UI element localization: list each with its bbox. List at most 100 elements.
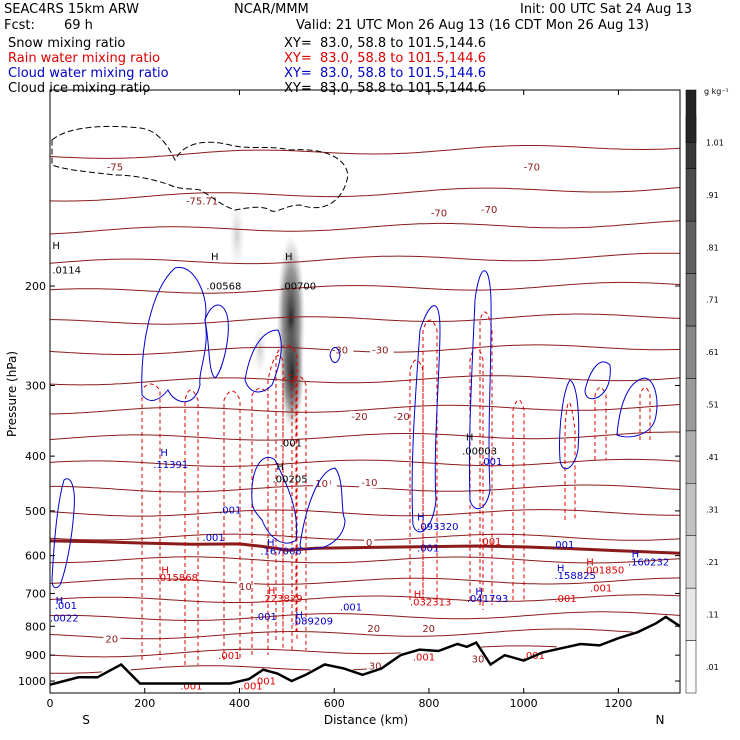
temperature-label: -70	[431, 208, 447, 219]
temperature-contour-line	[50, 313, 680, 325]
forecast-label: Fcst:	[4, 18, 35, 33]
colorbar-label: .91	[706, 191, 719, 200]
value-label: .223829	[261, 594, 302, 605]
field-xy-cloud-ice: XY= 83.0, 58.8 to 101.5,144.6	[284, 81, 487, 96]
snow-shading-wisp	[229, 200, 245, 270]
rain-contour	[594, 387, 607, 460]
temperature-label-bg	[370, 344, 394, 356]
temperature-contour-line	[50, 220, 680, 235]
cloud-contour	[616, 377, 658, 438]
value-label: .001	[590, 584, 612, 595]
value-label: .015868	[157, 573, 198, 584]
rain-contour	[267, 355, 284, 650]
temperature-contour-line	[50, 187, 680, 202]
temperature-label-bg	[329, 344, 354, 356]
temperature-contour-line	[50, 628, 633, 640]
value-label: .001	[219, 505, 241, 516]
plot-frame	[49, 89, 681, 694]
x-tick-label: 1000	[510, 697, 538, 710]
colorbar-swatch	[685, 220, 697, 274]
value-label: .001	[413, 653, 435, 664]
temperature-label: -10	[361, 478, 377, 489]
rain-contour	[409, 359, 424, 600]
field-xy-rain: XY= 83.0, 58.8 to 101.5,144.6	[284, 51, 487, 66]
temperature-label: 10	[315, 479, 328, 490]
terrain-profile	[50, 615, 680, 686]
field-name-cloud-ice: Cloud ice mixing ratio	[8, 81, 151, 96]
y-tick-label: 1000	[18, 675, 46, 688]
cloud-ice-contours	[51, 90, 629, 212]
colorbar-label: .61	[706, 348, 719, 357]
y-tick-label: 600	[25, 550, 46, 563]
temperature-contour-line	[50, 458, 680, 467]
maximum-marker: H	[417, 513, 425, 524]
field-xy-snow: XY= 83.0, 58.8 to 101.5,144.6	[284, 36, 487, 51]
x-tick-label: 0	[47, 697, 54, 710]
maximum-marker: H	[276, 462, 284, 473]
left-endpoint-label: S	[82, 713, 90, 727]
temperature-label-bg	[479, 204, 503, 216]
temperature-label: 30	[369, 661, 382, 672]
value-label: .001	[203, 533, 225, 544]
rain-contour	[422, 319, 438, 600]
temperature-label-bg	[103, 633, 121, 645]
cloud-contour	[251, 457, 298, 544]
cloud-contour	[411, 305, 441, 533]
snow-shading-wisp-2	[253, 325, 267, 375]
temperature-label: 30	[472, 654, 485, 665]
colorbar-label: .01	[706, 663, 719, 672]
y-tick-label: 800	[25, 620, 46, 633]
rain-contour	[223, 390, 241, 660]
value-label: .001	[554, 594, 576, 605]
maximum-marker: H	[211, 252, 219, 263]
value-label: .001	[218, 651, 240, 662]
cloud-contour	[329, 347, 341, 363]
x-axis: 0 200 400 600 800 1000 1200	[47, 90, 632, 710]
temperature-label-bg	[349, 411, 373, 423]
ice-contour	[51, 125, 349, 212]
y-tick-label: 500	[25, 505, 46, 518]
temperature-label: -75.71	[186, 197, 218, 208]
value-label: .041793	[467, 594, 508, 605]
forecast-hours: 69 h	[64, 18, 93, 33]
edge-contour-label: -75	[107, 163, 123, 174]
y-tick-label: 300	[25, 380, 46, 393]
colorbar-label: 1.01	[706, 138, 724, 147]
colorbar-swatch	[685, 640, 697, 694]
value-label: .00568	[206, 282, 241, 293]
temperature-label: 10	[239, 582, 252, 593]
maximum-marker: H	[56, 596, 64, 607]
temperature-label-bg	[363, 537, 375, 549]
temperature-contour-line	[50, 375, 680, 386]
temperature-contours: -75.71-70-70-30-30-20-20-10-100101020202…	[50, 145, 680, 674]
value-label: .001	[417, 544, 439, 555]
temperature-label: 20	[105, 635, 118, 646]
rain-contour	[282, 374, 297, 632]
maximum-marker: H	[285, 252, 293, 263]
rain-water-contours	[141, 311, 651, 665]
value-label: .001	[280, 439, 302, 450]
maximum-marker: H	[52, 241, 60, 252]
maximum-marker: H	[268, 586, 276, 597]
field-name-snow: Snow mixing ratio	[8, 36, 126, 51]
value-label: .0114	[52, 265, 81, 276]
plot-area: -75.71-70-70-30-30-20-20-10-100101020202…	[50, 90, 680, 692]
colorbar-label: .51	[706, 401, 719, 410]
rain-contour	[291, 375, 307, 650]
colorbar-swatch	[685, 325, 697, 379]
cloud-contour	[468, 270, 492, 510]
value-label: .001	[255, 612, 277, 623]
edge-contour-label: -70	[524, 163, 540, 174]
maximum-marker: H	[267, 538, 275, 549]
temperature-contour-line	[50, 556, 680, 564]
maximum-marker: H	[414, 590, 422, 601]
temperature-label-bg	[313, 478, 331, 490]
value-label: .00205	[273, 474, 308, 485]
maximum-marker: H	[295, 610, 303, 621]
colorbar: .01 .11 .21 .31 .41 .51 .61 .71 .81 .91 1.01	[685, 89, 724, 694]
value-label: .001	[340, 602, 362, 613]
temperature-label: -70	[481, 205, 497, 216]
temperature-contour-line	[50, 145, 680, 159]
